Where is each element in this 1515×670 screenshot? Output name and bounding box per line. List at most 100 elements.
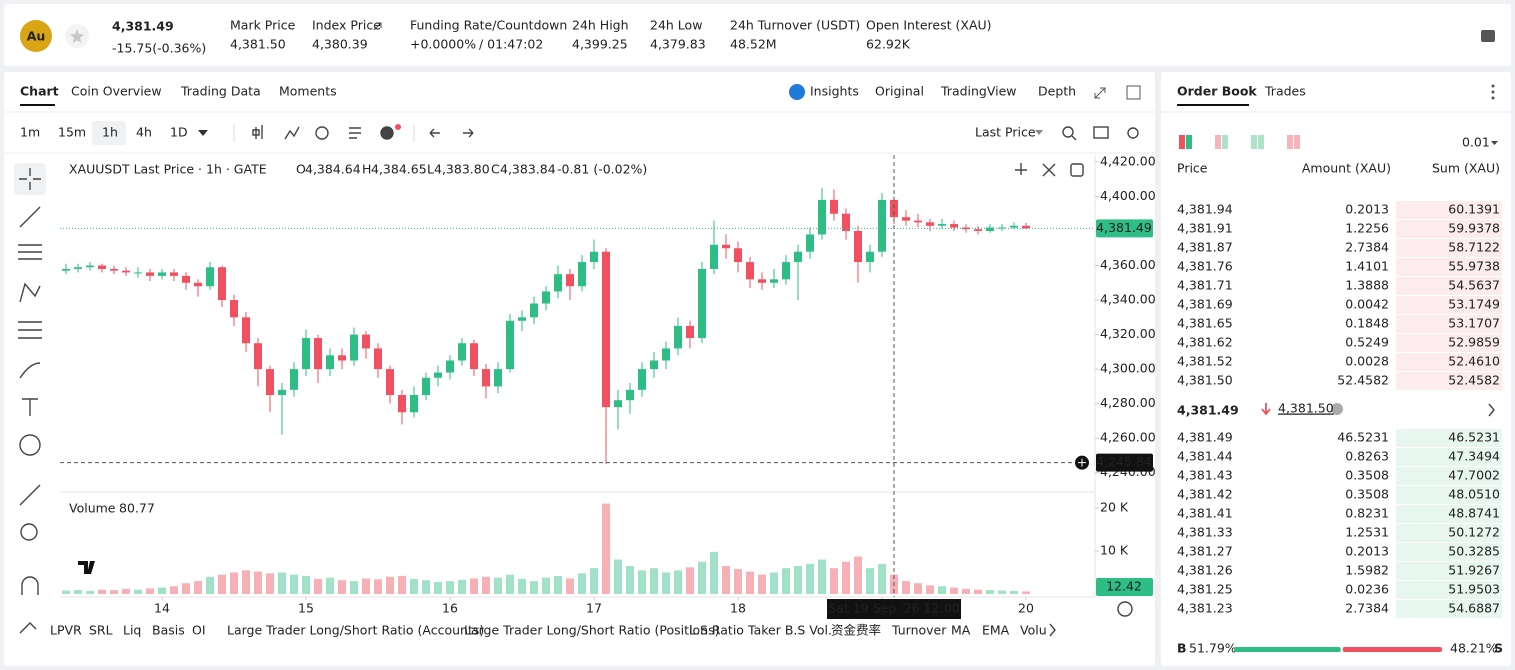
book-filter-icons[interactable] bbox=[1179, 135, 1300, 149]
volume-bar bbox=[494, 577, 502, 594]
candle-body bbox=[650, 360, 658, 370]
book-sum: 53.1707 bbox=[1448, 316, 1500, 331]
volume-bar bbox=[830, 568, 838, 594]
volume-bar bbox=[926, 585, 934, 594]
view-tab[interactable]: Insights bbox=[810, 84, 859, 99]
price-source[interactable]: Last Price bbox=[975, 125, 1036, 140]
x-tick-label: 16 bbox=[442, 601, 458, 616]
book-amount: 0.0028 bbox=[1345, 354, 1389, 369]
indicator-tab[interactable]: LPVR bbox=[50, 623, 82, 638]
stat-value: / 01:47:02 bbox=[479, 37, 543, 52]
view-tab[interactable]: Original bbox=[875, 84, 924, 99]
chart-tab[interactable]: Chart bbox=[20, 84, 59, 99]
candle-body bbox=[626, 389, 634, 401]
indicator-tab[interactable]: Basis bbox=[152, 623, 185, 638]
depth-bar bbox=[1396, 258, 1502, 276]
dropdown-icon[interactable] bbox=[198, 130, 208, 136]
volume-bar bbox=[842, 561, 850, 594]
chart-tab[interactable]: Moments bbox=[279, 84, 337, 99]
candle-body bbox=[1010, 225, 1018, 228]
interval[interactable]: 1m bbox=[20, 125, 40, 140]
book-price: 4,381.71 bbox=[1177, 278, 1233, 293]
y-tick-label: 4,260.00 bbox=[1100, 430, 1156, 445]
indicator-tab[interactable]: SRL bbox=[89, 623, 113, 638]
candle-body bbox=[386, 369, 394, 396]
book-amount: 0.3508 bbox=[1345, 468, 1389, 483]
y-tick-label: 4,280.00 bbox=[1100, 395, 1156, 410]
window-button[interactable] bbox=[1126, 85, 1141, 100]
more-icon[interactable] bbox=[1491, 84, 1495, 100]
interval[interactable]: 1D bbox=[170, 125, 188, 140]
volume-bar bbox=[854, 556, 862, 594]
interval[interactable]: 4h bbox=[136, 125, 152, 140]
book-amount: 0.8263 bbox=[1345, 449, 1389, 464]
volume-bar bbox=[650, 568, 658, 594]
candle-body bbox=[926, 222, 934, 226]
indicator-tab[interactable]: Large Trader Long/Short Ratio (Positions… bbox=[464, 623, 719, 638]
indicator-tab[interactable]: Turnover bbox=[891, 623, 947, 638]
indicator-tab[interactable]: OI bbox=[192, 623, 206, 638]
dropdown-icon[interactable] bbox=[1491, 141, 1498, 145]
book-sum: 52.9859 bbox=[1448, 335, 1500, 350]
fullscreen-button[interactable] bbox=[1094, 87, 1106, 99]
volume-bar bbox=[170, 586, 178, 594]
dropdown-icon[interactable] bbox=[1035, 130, 1043, 135]
indicator-tab[interactable]: Liq bbox=[123, 623, 141, 638]
indicator-tab[interactable]: EMA bbox=[982, 623, 1010, 638]
volume-bar bbox=[506, 574, 514, 594]
volume-bar bbox=[710, 551, 718, 594]
indicator-tab[interactable]: Volu bbox=[1020, 623, 1047, 638]
book-price: 4,381.65 bbox=[1177, 316, 1233, 331]
book-amount: 1.2531 bbox=[1345, 525, 1389, 540]
volume-bar bbox=[722, 566, 730, 594]
buy-bar bbox=[1234, 647, 1341, 652]
indicator-tab[interactable]: L.S Ratio bbox=[689, 623, 744, 638]
stat-value: 4,399.25 bbox=[572, 37, 628, 52]
candle-body bbox=[122, 270, 130, 273]
stat-value: 4,381.50 bbox=[230, 37, 286, 52]
mark-icon bbox=[1331, 403, 1343, 415]
book-amount: 52.4582 bbox=[1337, 373, 1389, 388]
volume-bar bbox=[698, 561, 706, 594]
candle-body bbox=[434, 372, 442, 378]
indicator-tab[interactable]: Taker B.S Vol. bbox=[747, 623, 832, 638]
view-tab[interactable]: Depth bbox=[1038, 84, 1076, 99]
candle-body bbox=[170, 272, 178, 276]
indicator-tab[interactable]: MA bbox=[951, 623, 971, 638]
stat-value: 62.92K bbox=[866, 37, 911, 52]
candle-body bbox=[818, 199, 826, 235]
indicator-tab[interactable]: Large Trader Long/Short Ratio (Accounts) bbox=[227, 623, 484, 638]
volume-tag bbox=[1096, 578, 1153, 596]
volume-bar bbox=[686, 567, 694, 594]
book-sum: 46.5231 bbox=[1448, 430, 1500, 445]
book-tab[interactable]: Trades bbox=[1264, 84, 1306, 99]
candle-body bbox=[914, 220, 922, 223]
view-tab[interactable]: TradingView bbox=[940, 84, 1017, 99]
drawing-tools[interactable] bbox=[18, 168, 1495, 637]
stat-value: 4,380.39 bbox=[312, 37, 368, 52]
notes-button[interactable] bbox=[1481, 30, 1495, 42]
volume-bar bbox=[554, 575, 562, 594]
chart-tab[interactable]: Trading Data bbox=[180, 84, 261, 99]
price-step[interactable]: 0.01 bbox=[1462, 135, 1490, 150]
candle-body bbox=[890, 199, 898, 218]
depth-bar bbox=[1396, 334, 1502, 352]
stat-label: 24h Turnover (USDT) bbox=[730, 18, 860, 33]
candle-body bbox=[494, 369, 502, 387]
tab-underline bbox=[20, 104, 55, 106]
candle-body bbox=[590, 251, 598, 263]
toolbar-icons[interactable] bbox=[252, 125, 1139, 177]
depth-bar bbox=[1396, 277, 1502, 295]
interval[interactable]: 1h bbox=[102, 125, 118, 140]
chart-tab[interactable]: Coin Overview bbox=[71, 84, 162, 99]
candle-body bbox=[302, 338, 310, 370]
y-tick-label: 20 K bbox=[1100, 499, 1129, 514]
interval[interactable]: 15m bbox=[58, 125, 86, 140]
indicator-tab[interactable]: 资金费率 bbox=[831, 623, 881, 638]
candle-body bbox=[566, 274, 574, 287]
volume-bar bbox=[770, 572, 778, 594]
candle-body bbox=[986, 227, 994, 231]
book-tab[interactable]: Order Book bbox=[1177, 84, 1257, 99]
candle-body bbox=[194, 282, 202, 287]
volume-bar bbox=[674, 570, 682, 594]
